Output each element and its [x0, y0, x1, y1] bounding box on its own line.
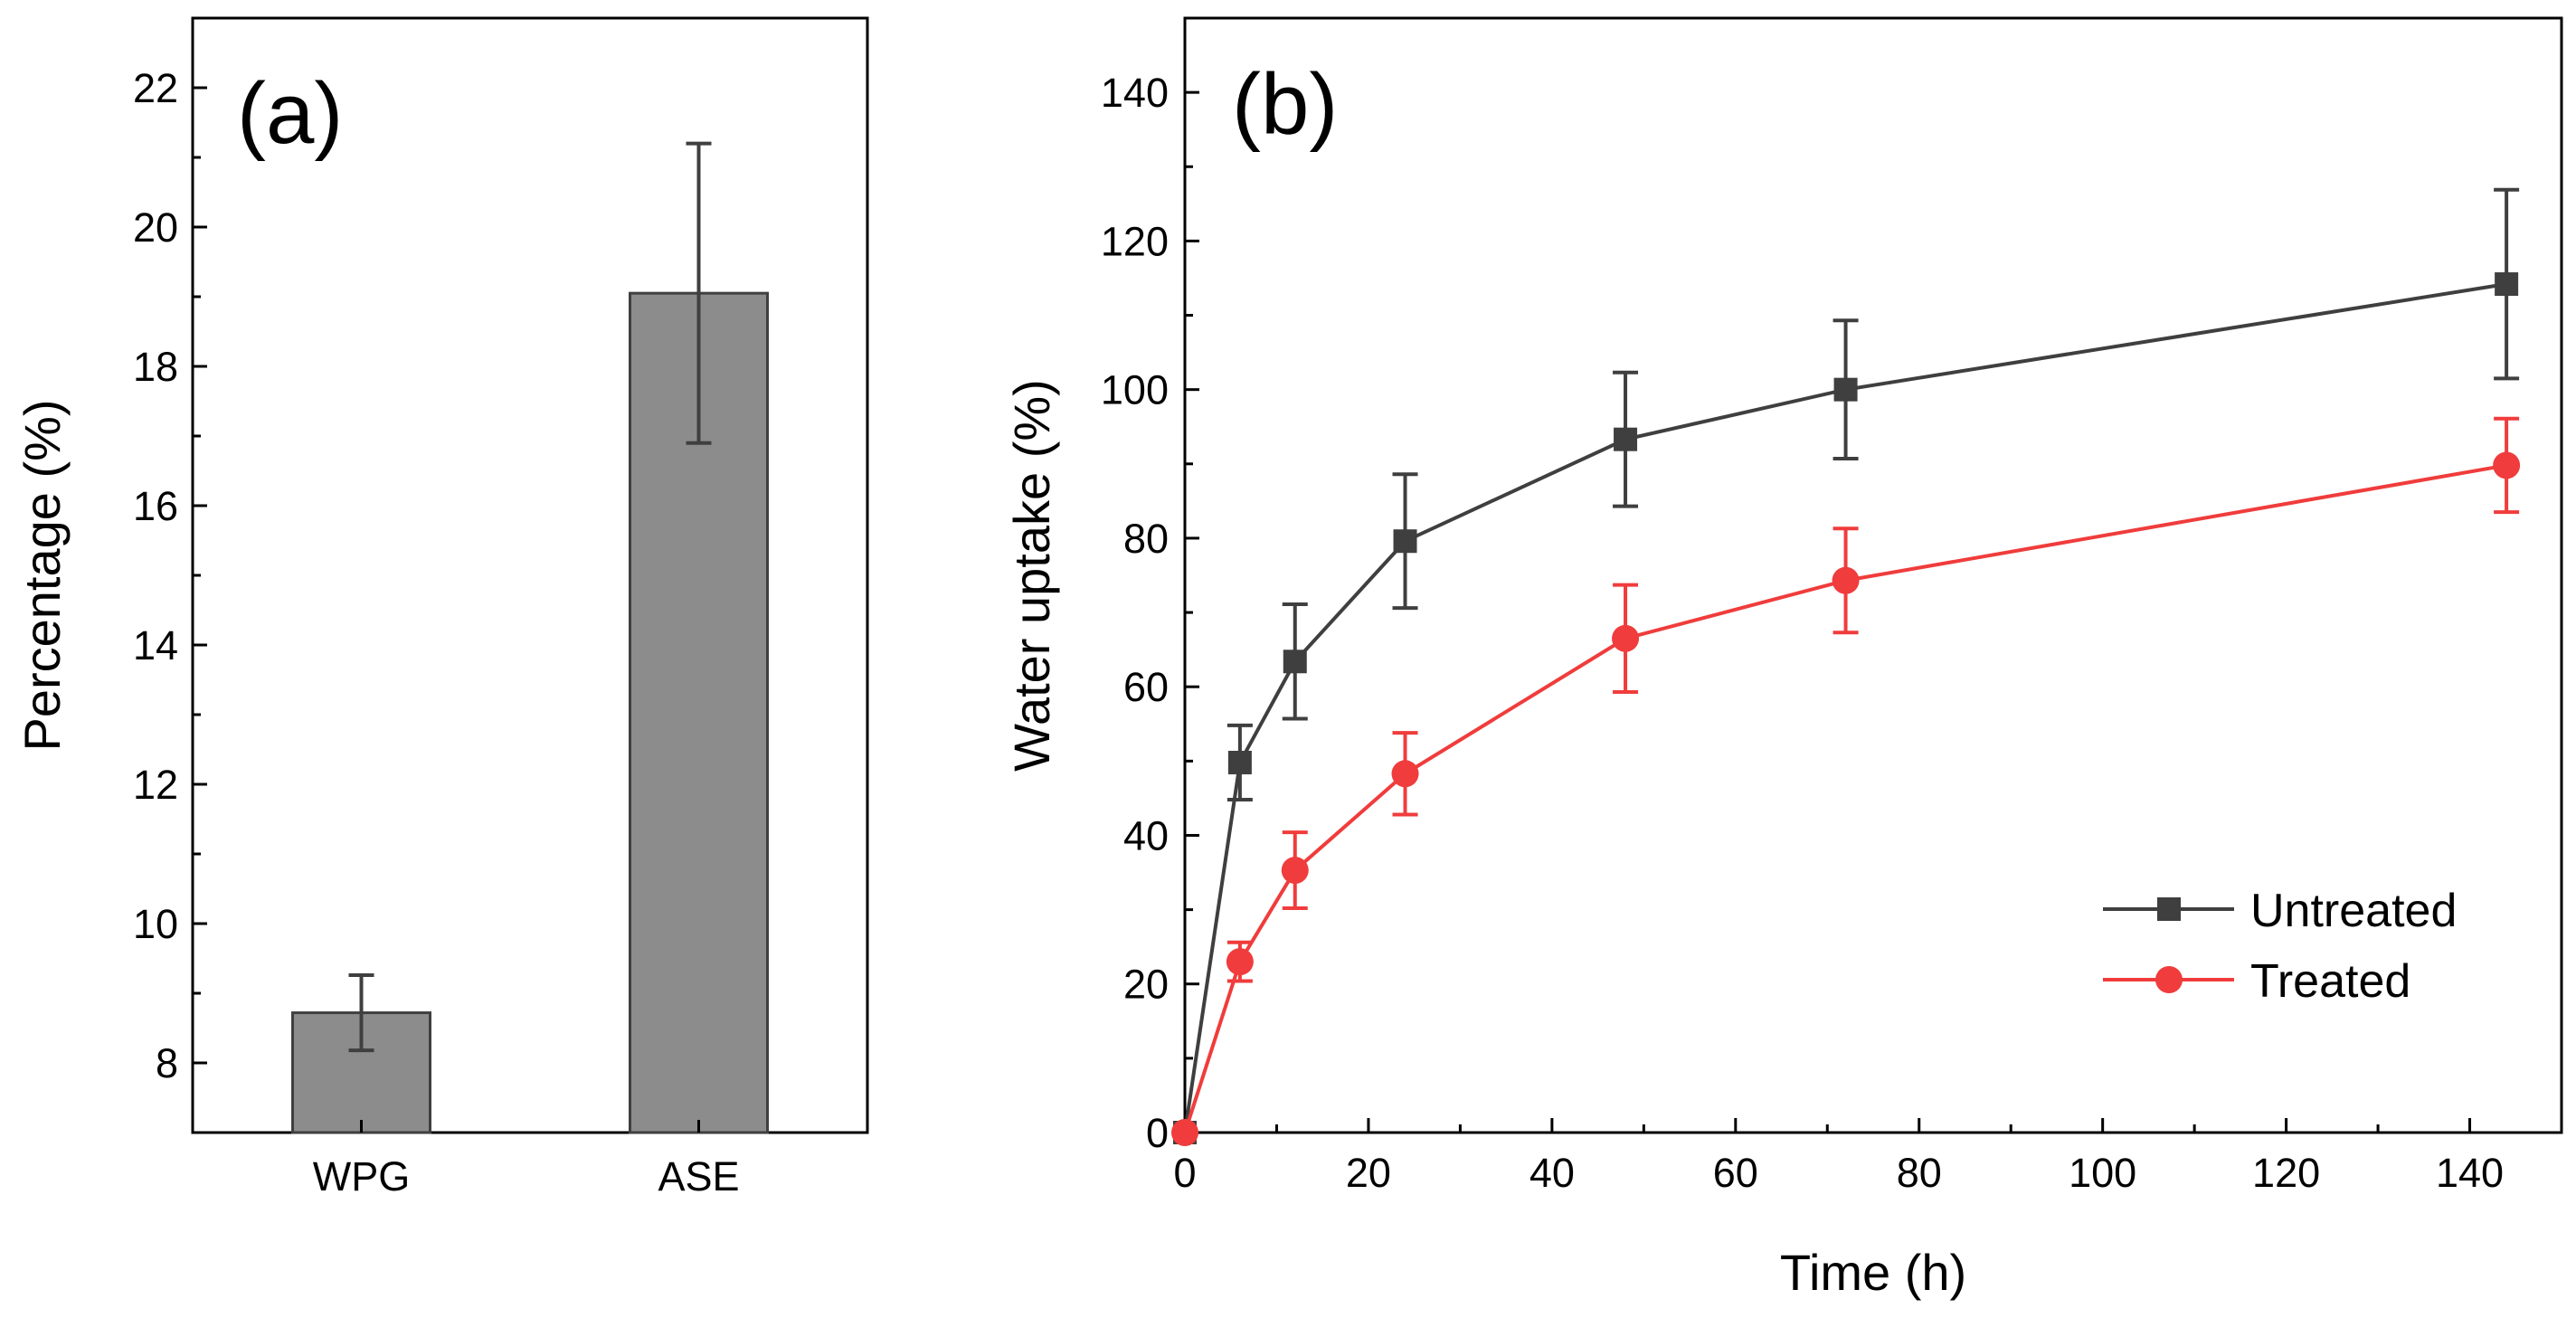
- x-tick-label: 40: [1530, 1150, 1575, 1196]
- panel-a-label: (a): [237, 65, 343, 162]
- x-tick-label-wpg: WPG: [313, 1153, 411, 1199]
- panel-b-x-axis-title: Time (h): [1780, 1244, 1966, 1301]
- data-point-untreated: [1614, 427, 1638, 451]
- data-point-treated: [1391, 760, 1419, 788]
- panel-b-series: [1171, 187, 2521, 1146]
- y-tick-label: 100: [1101, 367, 1169, 413]
- legend-untreated-label: Untreated: [2250, 885, 2457, 937]
- x-tick-label: 80: [1897, 1150, 1942, 1196]
- y-tick-label: 8: [156, 1040, 178, 1086]
- data-point-untreated: [1283, 650, 1307, 674]
- data-point-treated: [1832, 566, 1860, 594]
- data-point-treated: [1226, 948, 1254, 976]
- panel-a-bars: [291, 141, 769, 1134]
- y-tick-label: 16: [133, 483, 178, 529]
- panel-b-x-ticks: 0 20 40 60 80 100 120 140: [1173, 1118, 2504, 1196]
- panel-a-x-ticks: WPG ASE: [313, 1120, 740, 1199]
- series-treated: [1171, 416, 2521, 1146]
- y-tick-label: 120: [1101, 218, 1169, 264]
- panel-b-legend: Untreated Treated: [2103, 885, 2457, 1008]
- x-tick-label: 20: [1346, 1150, 1391, 1196]
- y-tick-label: 140: [1101, 70, 1169, 116]
- y-tick-label: 40: [1123, 812, 1169, 858]
- y-tick-label: 10: [133, 901, 178, 947]
- legend-treated-circle-marker: [2155, 966, 2183, 993]
- data-point-treated: [1281, 857, 1309, 885]
- y-tick-label: 60: [1123, 664, 1169, 710]
- panel-b-label: (b): [1232, 56, 1338, 153]
- x-tick-label: 120: [2252, 1150, 2320, 1196]
- data-point-untreated: [1833, 377, 1858, 402]
- panel-b-y-axis-title: Water uptake (%): [1003, 379, 1060, 772]
- x-tick-label-ase: ASE: [658, 1153, 739, 1199]
- data-point-treated: [2493, 451, 2521, 479]
- legend-treated-label: Treated: [2250, 955, 2410, 1008]
- data-point-treated: [1171, 1119, 1198, 1146]
- x-tick-label: 100: [2069, 1150, 2136, 1196]
- y-tick-label: 20: [1123, 962, 1169, 1008]
- x-tick-label: 60: [1713, 1150, 1758, 1196]
- legend-untreated-square-marker: [2157, 897, 2181, 921]
- data-point-treated: [1612, 624, 1640, 652]
- panel-b-y-ticks: 0 20 40 60 80 100 120 140: [1101, 70, 1199, 1156]
- error-bar-wpg: [348, 972, 374, 1053]
- y-tick-label: 18: [133, 344, 178, 390]
- y-tick-label: 22: [133, 65, 178, 111]
- panel-a-bar-chart: 8 10 12 14 16 18 20 22 WPG ASE (a) Percentage (%…: [14, 16, 869, 1199]
- y-tick-label: 20: [133, 204, 178, 251]
- data-point-untreated: [1227, 750, 1252, 774]
- panel-a-y-ticks: 8 10 12 14 16 18 20 22: [133, 65, 207, 1086]
- y-tick-label: 0: [1146, 1110, 1169, 1156]
- panel-b-frame: [1183, 16, 2563, 1134]
- y-tick-label: 12: [133, 762, 178, 808]
- y-tick-label: 80: [1123, 516, 1169, 562]
- data-point-untreated: [1393, 529, 1417, 554]
- panel-b-line-chart: 0 20 40 60 80 100 120 140 0 20 40 60 80 100 120 140 (b…: [1003, 16, 2563, 1301]
- x-tick-label: 0: [1173, 1150, 1196, 1196]
- y-tick-label: 14: [133, 622, 178, 668]
- error-bar-ase: [686, 141, 712, 445]
- x-tick-label: 140: [2436, 1150, 2504, 1196]
- series-untreated: [1173, 187, 2520, 1144]
- panel-a-y-axis-title: Percentage (%): [14, 399, 71, 751]
- data-point-untreated: [2495, 272, 2519, 297]
